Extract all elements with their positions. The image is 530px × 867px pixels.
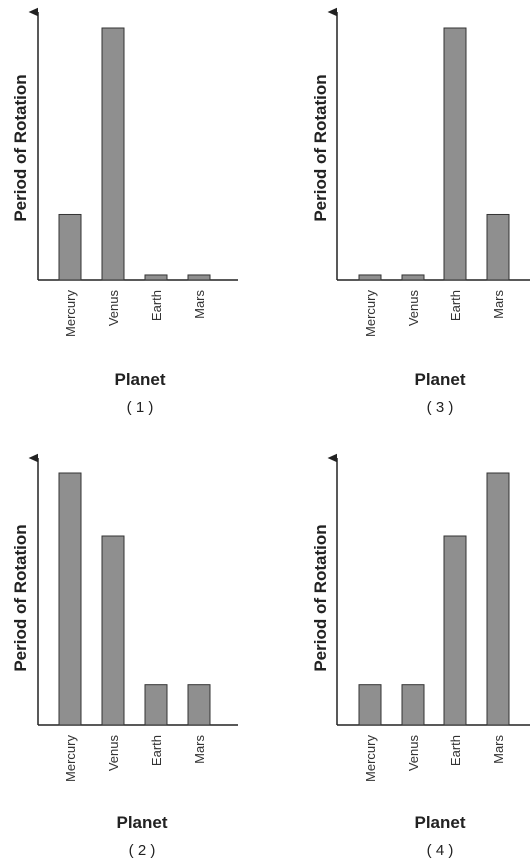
bar-earth-3 bbox=[443, 27, 467, 281]
tick-label-venus-1: Venus bbox=[106, 290, 121, 327]
tick-label-venus-2: Venus bbox=[106, 735, 121, 772]
tick-label-mercury-3: Mercury bbox=[363, 290, 378, 337]
bar-venus-3 bbox=[401, 274, 425, 281]
bar-earth-1 bbox=[144, 274, 168, 281]
tick-label-mercury-1: Mercury bbox=[63, 290, 78, 337]
bar-mercury-2 bbox=[58, 472, 82, 726]
tick-label-earth-4: Earth bbox=[448, 735, 463, 766]
tick-label-earth-2: Earth bbox=[149, 735, 164, 766]
panel-label-2: ( 2 ) bbox=[129, 842, 156, 859]
bar-mars-3 bbox=[486, 213, 510, 281]
bar-mars-4 bbox=[486, 472, 510, 726]
tick-label-earth-1: Earth bbox=[149, 290, 164, 321]
y-axis-label-2: Period of Rotation bbox=[11, 524, 30, 671]
tick-label-venus-3: Venus bbox=[406, 290, 421, 327]
bar-mars-2 bbox=[187, 684, 211, 726]
bar-venus-2 bbox=[101, 535, 125, 726]
bar-mercury-1 bbox=[58, 213, 82, 281]
y-axis-label-1: Period of Rotation bbox=[11, 74, 30, 221]
x-axis-label-3: Planet bbox=[414, 370, 465, 389]
x-axis-label-4: Planet bbox=[414, 813, 465, 832]
tick-label-mars-3: Mars bbox=[491, 290, 506, 319]
bar-venus-4 bbox=[401, 684, 425, 726]
y-axis-label-3: Period of Rotation bbox=[311, 74, 330, 221]
panel-label-3: ( 3 ) bbox=[427, 399, 454, 416]
tick-label-mars-4: Mars bbox=[491, 735, 506, 764]
bar-mars-1 bbox=[187, 274, 211, 281]
panel-label-4: ( 4 ) bbox=[427, 842, 454, 859]
bar-earth-4 bbox=[443, 535, 467, 726]
tick-label-mars-1: Mars bbox=[192, 290, 207, 319]
bar-earth-2 bbox=[144, 684, 168, 726]
x-axis-label-1: Planet bbox=[114, 370, 165, 389]
panel-label-1: ( 1 ) bbox=[127, 399, 154, 416]
bar-mercury-4 bbox=[358, 684, 382, 726]
tick-label-mars-2: Mars bbox=[192, 735, 207, 764]
x-axis-label-2: Planet bbox=[116, 813, 167, 832]
bar-venus-1 bbox=[101, 27, 125, 281]
y-axis-label-4: Period of Rotation bbox=[311, 524, 330, 671]
tick-label-earth-3: Earth bbox=[448, 290, 463, 321]
tick-label-venus-4: Venus bbox=[406, 735, 421, 772]
tick-label-mercury-4: Mercury bbox=[363, 735, 378, 782]
tick-label-mercury-2: Mercury bbox=[63, 735, 78, 782]
bar-mercury-3 bbox=[358, 274, 382, 281]
